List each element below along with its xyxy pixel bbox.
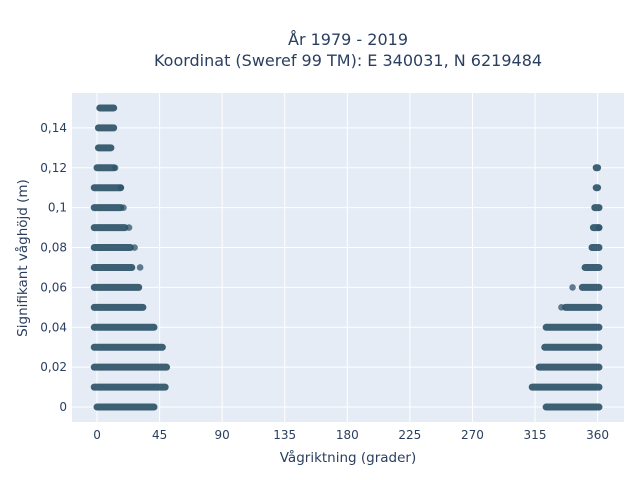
x-axis-ticks: 0 45 90 135 180 225 270 315 360 [93, 428, 609, 442]
scatter-point [125, 224, 133, 231]
x-tick-label: 135 [273, 428, 296, 442]
x-tick-label: 90 [215, 428, 230, 442]
y-tick-label: 0,14 [40, 121, 67, 135]
y-axis-ticks: 0 0,02 0,04 0,06 0,08 0,1 0,12 0,14 [40, 121, 67, 414]
y-tick-label: 0 [59, 400, 67, 414]
scatter-point [595, 224, 603, 231]
y-tick-label: 0,1 [48, 201, 67, 215]
chart-title-line-1: År 1979 - 2019 [288, 30, 408, 49]
y-tick-label: 0,04 [40, 320, 67, 334]
grid-lines [72, 93, 624, 422]
y-tick-label: 0,06 [40, 280, 67, 294]
chart-title-line-2: Koordinat (Sweref 99 TM): E 340031, N 62… [154, 51, 542, 70]
x-tick-label: 270 [461, 428, 484, 442]
data-points [90, 104, 603, 411]
y-tick-label: 0,02 [40, 360, 67, 374]
y-axis-title: Signifikant våghöjd (m) [14, 179, 31, 337]
scatter-point [131, 244, 138, 251]
x-tick-label: 45 [152, 428, 167, 442]
scatter-point [117, 184, 124, 192]
x-axis-title: Vågriktning (grader) [280, 449, 417, 466]
scatter-point [120, 204, 127, 211]
scatter-point [111, 164, 119, 172]
scatter-point [136, 264, 144, 271]
y-tick-label: 0,12 [40, 161, 67, 175]
x-tick-label: 0 [93, 428, 101, 442]
scatter-point [558, 304, 565, 311]
x-tick-label: 360 [586, 428, 609, 442]
x-tick-label: 180 [336, 428, 359, 442]
scatter-point [569, 284, 576, 291]
x-tick-label: 225 [398, 428, 421, 442]
x-tick-label: 315 [524, 428, 547, 442]
plot-area [72, 93, 624, 422]
y-tick-label: 0,08 [40, 241, 67, 255]
